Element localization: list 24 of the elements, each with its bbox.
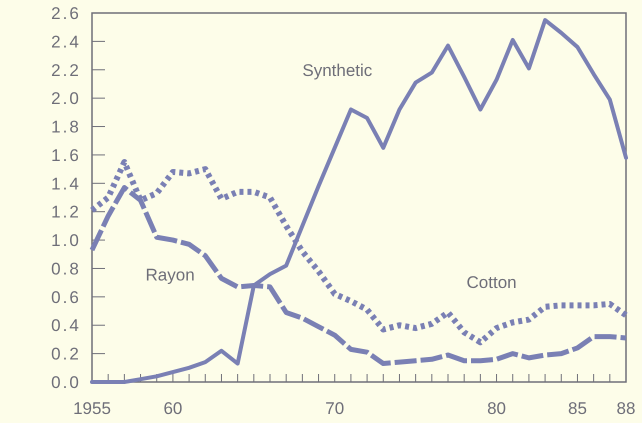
line-series bbox=[90, 18, 628, 384]
y-tick-label: 1.4 bbox=[51, 174, 81, 194]
y-tick-label: 0.2 bbox=[51, 344, 81, 364]
y-tick-label: 1.8 bbox=[51, 118, 81, 137]
y-tick-label: 2.2 bbox=[51, 60, 81, 80]
series-label: Cotton bbox=[466, 273, 517, 292]
y-tick-label: 0.0 bbox=[51, 373, 81, 392]
y-tick-label: 0.6 bbox=[51, 288, 81, 307]
y-tick-label: 0.4 bbox=[51, 316, 81, 336]
y-tick-label: 1.0 bbox=[51, 231, 81, 250]
y-tick-label: 1.6 bbox=[51, 146, 81, 165]
y-tick-label: 1.2 bbox=[51, 202, 81, 222]
y-tick-label: 0.8 bbox=[51, 259, 81, 278]
x-tick-label: 1955 bbox=[73, 399, 111, 418]
y-tick-label: 2.4 bbox=[51, 32, 81, 52]
text: Synthetic bbox=[302, 60, 373, 80]
x-tick-label: 88 bbox=[616, 399, 636, 418]
series-label: Rayon bbox=[146, 265, 195, 284]
y-tick-label: 2.6 bbox=[51, 4, 81, 23]
x-tick-label: 80 bbox=[487, 399, 506, 418]
y-tick-label: 2.0 bbox=[51, 89, 81, 108]
x-tick-label: 85 bbox=[568, 399, 587, 418]
x-tick-label: 70 bbox=[325, 399, 344, 418]
x-tick-label: 60 bbox=[163, 399, 182, 418]
